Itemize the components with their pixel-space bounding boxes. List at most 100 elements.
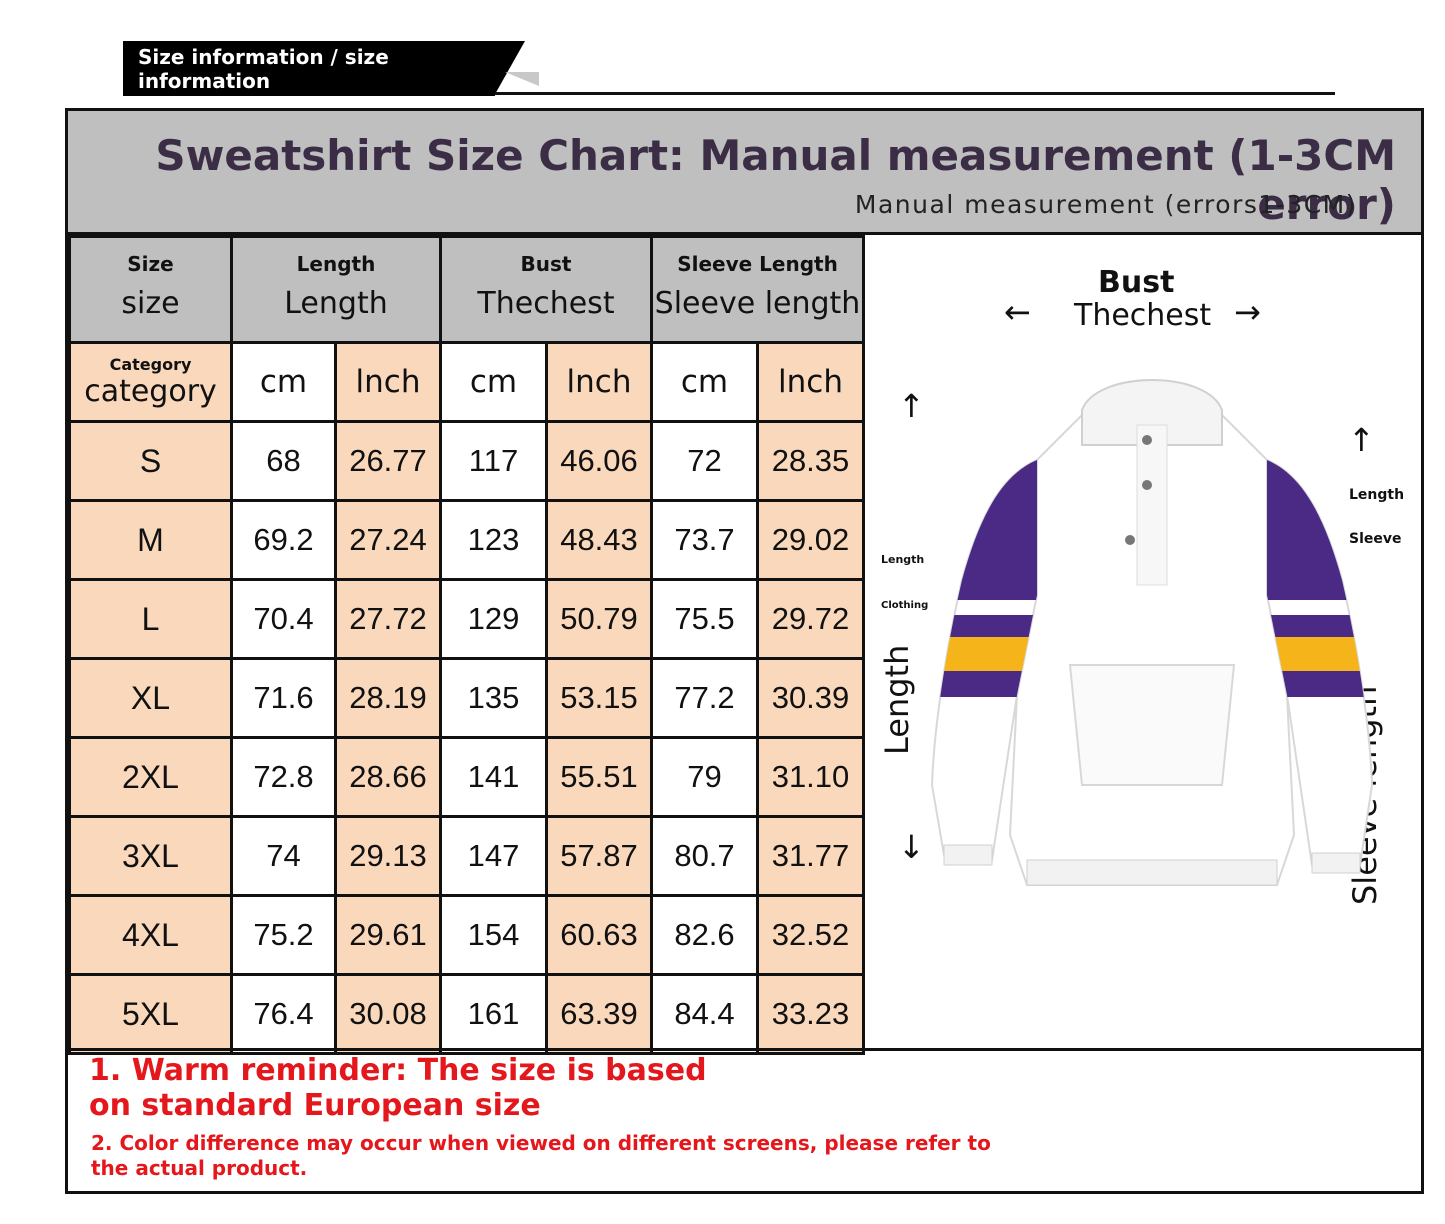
length-cm-cell: 72.8 [230, 736, 337, 818]
unit-cm: cm [230, 341, 337, 423]
length-cm-cell: 69.2 [230, 499, 337, 581]
bust-inch-cell: 46.06 [545, 420, 653, 502]
sleeve-cm-cell: 75.5 [650, 578, 759, 660]
bust-sublabel: Thechest [1074, 298, 1212, 333]
bust-cm-cell: 154 [439, 894, 548, 976]
header-size-top: Size [127, 252, 174, 276]
sleeve-inch-cell: 29.02 [756, 499, 865, 581]
notes-section: 1. Warm reminder: The size is based on s… [68, 1048, 1421, 1191]
length-inch-cell: 27.24 [334, 499, 442, 581]
table-row: 5XL 76.4 30.08 161 63.39 84.4 33.23 [68, 973, 865, 1055]
bust-inch-cell: 50.79 [545, 578, 653, 660]
header-length-top: Length [296, 252, 376, 276]
category-bottom: category [84, 374, 217, 409]
length-cm-cell: 76.4 [230, 973, 337, 1055]
bust-cm-cell: 141 [439, 736, 548, 818]
header-bust-top: Bust [520, 252, 572, 276]
sleeve-cm-cell: 79 [650, 736, 759, 818]
title-band: Sweatshirt Size Chart: Manual measuremen… [68, 111, 1421, 235]
arrow-left-icon: ← [1004, 293, 1031, 331]
bust-cm-cell: 147 [439, 815, 548, 897]
sleeve-inch-cell: 31.77 [756, 815, 865, 897]
header-rule [495, 92, 1335, 95]
bust-inch-cell: 53.15 [545, 657, 653, 739]
table-row: XL 71.6 28.19 135 53.15 77.2 30.39 [68, 657, 865, 739]
length-inch-cell: 26.77 [334, 420, 442, 502]
size-cell: M [68, 499, 233, 581]
sleeve-length-small-label: Length [1349, 487, 1405, 503]
unit-inch: lnch [756, 341, 865, 423]
unit-cm: cm [439, 341, 548, 423]
bust-inch-cell: 48.43 [545, 499, 653, 581]
sleeve-small-label: Sleeve [1349, 531, 1402, 547]
sleeve-cm-cell: 80.7 [650, 815, 759, 897]
sleeve-cm-cell: 77.2 [650, 657, 759, 739]
sleeve-cm-cell: 84.4 [650, 973, 759, 1055]
header-length-bottom: Length [284, 286, 388, 321]
length-vertical-label: Length [878, 644, 916, 755]
clothing-length-label: Length [881, 553, 925, 566]
header-size: Size size [68, 235, 233, 344]
table-row: 4XL 75.2 29.61 154 60.63 82.6 32.52 [68, 894, 865, 976]
size-cell: XL [68, 657, 233, 739]
length-cm-cell: 71.6 [230, 657, 337, 739]
sleeve-cm-cell: 72 [650, 420, 759, 502]
table-row: S 68 26.77 117 46.06 72 28.35 [68, 420, 865, 502]
sleeve-inch-cell: 31.10 [756, 736, 865, 818]
tab-slant-decoration [494, 41, 525, 96]
sleeve-inch-cell: 28.35 [756, 420, 865, 502]
bust-cm-cell: 161 [439, 973, 548, 1055]
table-row: 3XL 74 29.13 147 57.87 80.7 31.77 [68, 815, 865, 897]
category-cell: Category category [68, 341, 233, 423]
table-row: L 70.4 27.72 129 50.79 75.5 29.72 [68, 578, 865, 660]
bust-cm-cell: 129 [439, 578, 548, 660]
size-table: Size size Length Length Bust Thechest Sl… [68, 235, 865, 1055]
chart-subtitle: Manual measurement (errors1-3CM) [854, 190, 1357, 219]
length-inch-cell: 29.13 [334, 815, 442, 897]
header-sleeve: Sleeve Length Sleeve length [650, 235, 865, 344]
length-inch-cell: 28.66 [334, 736, 442, 818]
length-cm-cell: 68 [230, 420, 337, 502]
bust-label: Bust [1098, 265, 1175, 300]
bust-cm-cell: 117 [439, 420, 548, 502]
bust-inch-cell: 55.51 [545, 736, 653, 818]
bust-inch-cell: 60.63 [545, 894, 653, 976]
unit-inch: lnch [545, 341, 653, 423]
table-row: M 69.2 27.24 123 48.43 73.7 29.02 [68, 499, 865, 581]
header-bust: Bust Thechest [439, 235, 653, 344]
section-tab: Size information / size information [123, 41, 495, 96]
header-sleeve-bottom: Sleeve length [654, 286, 861, 321]
sleeve-cm-cell: 73.7 [650, 499, 759, 581]
size-cell: 2XL [68, 736, 233, 818]
section-tab-label: Size information / size information [138, 44, 389, 93]
sleeve-inch-cell: 29.72 [756, 578, 865, 660]
size-cell: 3XL [68, 815, 233, 897]
length-inch-cell: 29.61 [334, 894, 442, 976]
unit-inch: lnch [334, 341, 442, 423]
table-row: 2XL 72.8 28.66 141 55.51 79 31.10 [68, 736, 865, 818]
size-cell: L [68, 578, 233, 660]
size-cell: 5XL [68, 973, 233, 1055]
color-difference-note: 2. Color difference may occur when viewe… [91, 1131, 991, 1180]
length-inch-cell: 27.72 [334, 578, 442, 660]
arrow-right-icon: → [1234, 293, 1261, 331]
bust-cm-cell: 135 [439, 657, 548, 739]
length-cm-cell: 70.4 [230, 578, 337, 660]
sleeve-cm-cell: 82.6 [650, 894, 759, 976]
header-sleeve-top: Sleeve Length [677, 252, 838, 276]
length-inch-cell: 28.19 [334, 657, 442, 739]
jacket-image [930, 379, 1374, 886]
warm-reminder-note: 1. Warm reminder: The size is based on s… [89, 1053, 707, 1123]
header-bust-bottom: Thechest [477, 286, 615, 321]
arrow-up-icon: ↑ [1348, 421, 1375, 459]
sleeve-inch-cell: 33.23 [756, 973, 865, 1055]
bust-cm-cell: 123 [439, 499, 548, 581]
chart-title: Sweatshirt Size Chart: Manual measuremen… [155, 131, 1396, 229]
header-size-bottom: size [121, 286, 180, 321]
jacket-illustration: Bust ← Thechest → ↑ ↓ Length Clothing Le… [862, 235, 1421, 1048]
arrow-down-icon: ↓ [898, 828, 925, 866]
size-cell: 4XL [68, 894, 233, 976]
length-cm-cell: 75.2 [230, 894, 337, 976]
sleeve-inch-cell: 32.52 [756, 894, 865, 976]
size-chart-frame: Sweatshirt Size Chart: Manual measuremen… [65, 108, 1424, 1194]
